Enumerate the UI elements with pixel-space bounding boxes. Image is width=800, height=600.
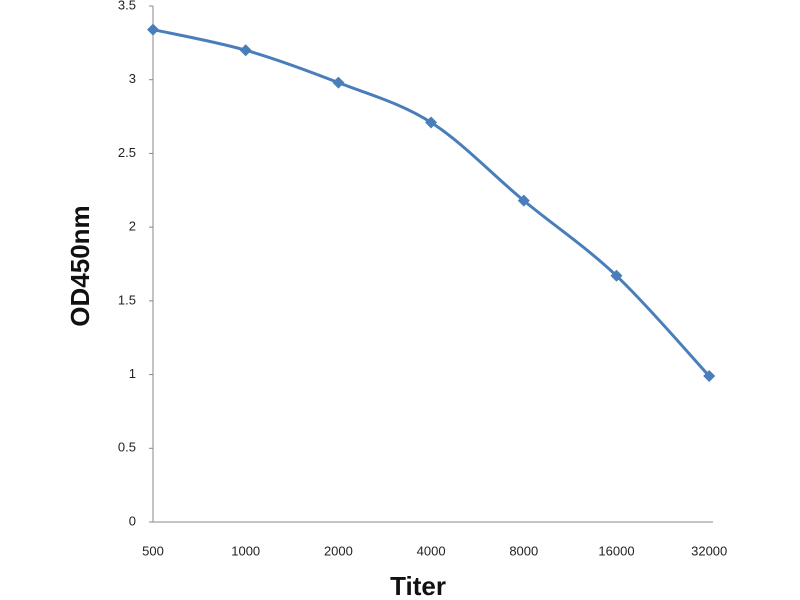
x-tick-label: 4000 [417,543,446,558]
y-axis-title: OD450nm [65,205,95,326]
y-tick-label: 1 [129,366,136,381]
x-axis-title: Titer [390,571,446,600]
x-tick-label: 16000 [598,543,634,558]
y-tick-label: 2.5 [118,145,136,160]
point-marker [332,76,345,89]
y-tick-label: 3 [129,71,136,86]
x-tick-label: 500 [142,543,164,558]
x-tick-label: 1000 [231,543,260,558]
x-tick-label: 8000 [509,543,538,558]
y-tick-label: 2 [129,219,136,234]
series-line [152,28,711,378]
y-tick-label: 1.5 [118,292,136,307]
point-marker [703,370,716,383]
x-tick-label: 2000 [324,543,353,558]
point-marker [147,23,159,36]
point-marker [239,44,252,57]
y-tick-label: 0.5 [118,440,136,455]
point-marker [610,269,623,282]
y-tick-label: 0 [129,513,136,528]
point-marker [517,194,530,207]
x-tick-label: 32000 [691,543,727,558]
point-marker [425,116,438,129]
y-tick-label: 3.5 [118,0,136,12]
